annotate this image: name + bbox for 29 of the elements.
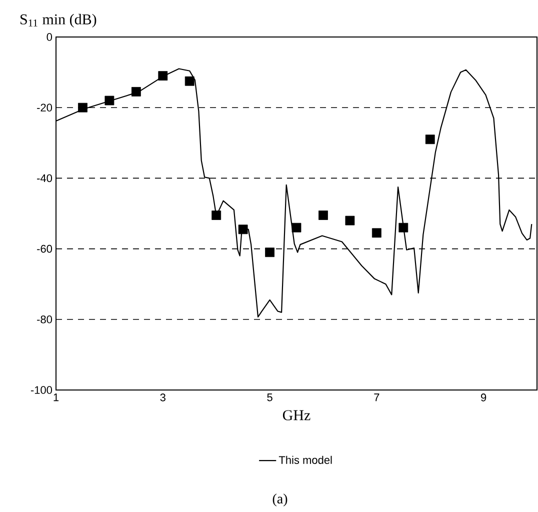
point	[238, 224, 248, 234]
y-axis-title: S$_{11}$ min (dB)	[20, 14, 96, 28]
y-tick-label: -40	[37, 174, 52, 182]
point	[265, 248, 274, 258]
point	[158, 71, 168, 81]
y-tick-label: 0	[46, 33, 52, 41]
point	[372, 228, 382, 238]
point	[78, 102, 88, 112]
point	[184, 76, 194, 86]
x-tick-label: 1	[54, 394, 59, 402]
point	[345, 216, 355, 226]
y-tick-label: -60	[37, 244, 52, 253]
y-tick-label: -20	[37, 104, 52, 112]
y-tick-label: -80	[37, 316, 52, 324]
x-tick-label: 9	[481, 394, 486, 402]
point	[318, 210, 328, 220]
legend-label: This model	[278, 456, 332, 464]
x-tick-label: 5	[267, 394, 272, 402]
text: (a)	[272, 494, 288, 506]
point	[212, 210, 222, 220]
point	[131, 87, 141, 96]
x-tick-label: 7	[374, 394, 380, 402]
point	[425, 134, 435, 144]
point	[104, 96, 114, 106]
x-tick-label: 3	[160, 394, 166, 402]
point	[292, 222, 302, 232]
y-tick-label: -100	[30, 386, 52, 394]
point	[398, 222, 408, 232]
x-axis-title: GHz	[282, 410, 310, 420]
